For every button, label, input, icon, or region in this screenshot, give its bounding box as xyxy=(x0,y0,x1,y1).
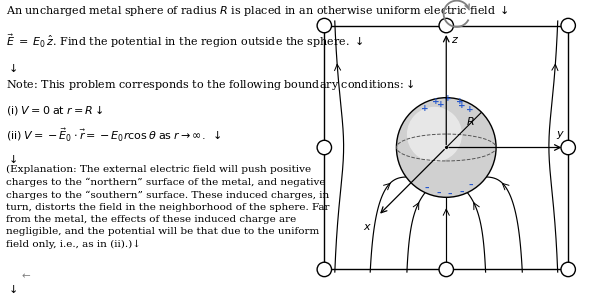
Text: –: – xyxy=(424,184,429,193)
Text: $(\mathrm{ii})\; V = -\vec{E}_0\cdot\vec{r} = -E_0 r\cos\theta\;\mathrm{as}\; r\: $(\mathrm{ii})\; V = -\vec{E}_0\cdot\vec… xyxy=(7,127,222,144)
Text: An uncharged metal sphere of radius $R$ is placed in an otherwise uniform electr: An uncharged metal sphere of radius $R$ … xyxy=(7,3,509,18)
Circle shape xyxy=(317,262,331,277)
Text: $R$: $R$ xyxy=(466,114,474,127)
Text: –: – xyxy=(469,181,473,190)
Circle shape xyxy=(561,262,576,277)
Text: $\leftarrow$: $\leftarrow$ xyxy=(19,271,31,281)
Text: –: – xyxy=(460,188,464,196)
Text: +: + xyxy=(444,94,452,104)
Text: +: + xyxy=(422,104,429,113)
Text: +: + xyxy=(432,97,440,106)
Text: +: + xyxy=(456,97,463,106)
Text: $\downarrow$: $\downarrow$ xyxy=(7,153,17,165)
Circle shape xyxy=(317,18,331,33)
Text: $\vec{E}\;=\;E_0\,\hat{z}$. Find the potential in the region outside the sphere.: $\vec{E}\;=\;E_0\,\hat{z}$. Find the pot… xyxy=(7,32,364,50)
Text: Note: This problem corresponds to the following boundary conditions:$\downarrow$: Note: This problem corresponds to the fo… xyxy=(7,77,415,92)
Text: (Explanation: The external electric field will push positive
charges to the “nor: (Explanation: The external electric fiel… xyxy=(7,165,330,248)
Text: +: + xyxy=(458,101,466,110)
Text: $(\mathrm{i})\; V = 0\;\mathrm{at}\; r = R\downarrow$: $(\mathrm{i})\; V = 0\;\mathrm{at}\; r =… xyxy=(7,103,104,117)
Circle shape xyxy=(407,107,462,162)
Circle shape xyxy=(317,140,331,155)
Text: $\downarrow$: $\downarrow$ xyxy=(7,283,17,295)
Text: +: + xyxy=(466,105,474,114)
Circle shape xyxy=(439,262,453,277)
Text: –: – xyxy=(448,190,452,199)
Text: +: + xyxy=(437,100,445,109)
Circle shape xyxy=(439,18,453,33)
Text: $z$: $z$ xyxy=(452,35,459,45)
Circle shape xyxy=(561,140,576,155)
Text: $\downarrow$: $\downarrow$ xyxy=(7,62,17,74)
Circle shape xyxy=(397,98,496,197)
Text: $x$: $x$ xyxy=(363,222,372,232)
Text: –: – xyxy=(436,189,441,198)
Text: $y$: $y$ xyxy=(556,129,565,141)
Circle shape xyxy=(561,18,576,33)
